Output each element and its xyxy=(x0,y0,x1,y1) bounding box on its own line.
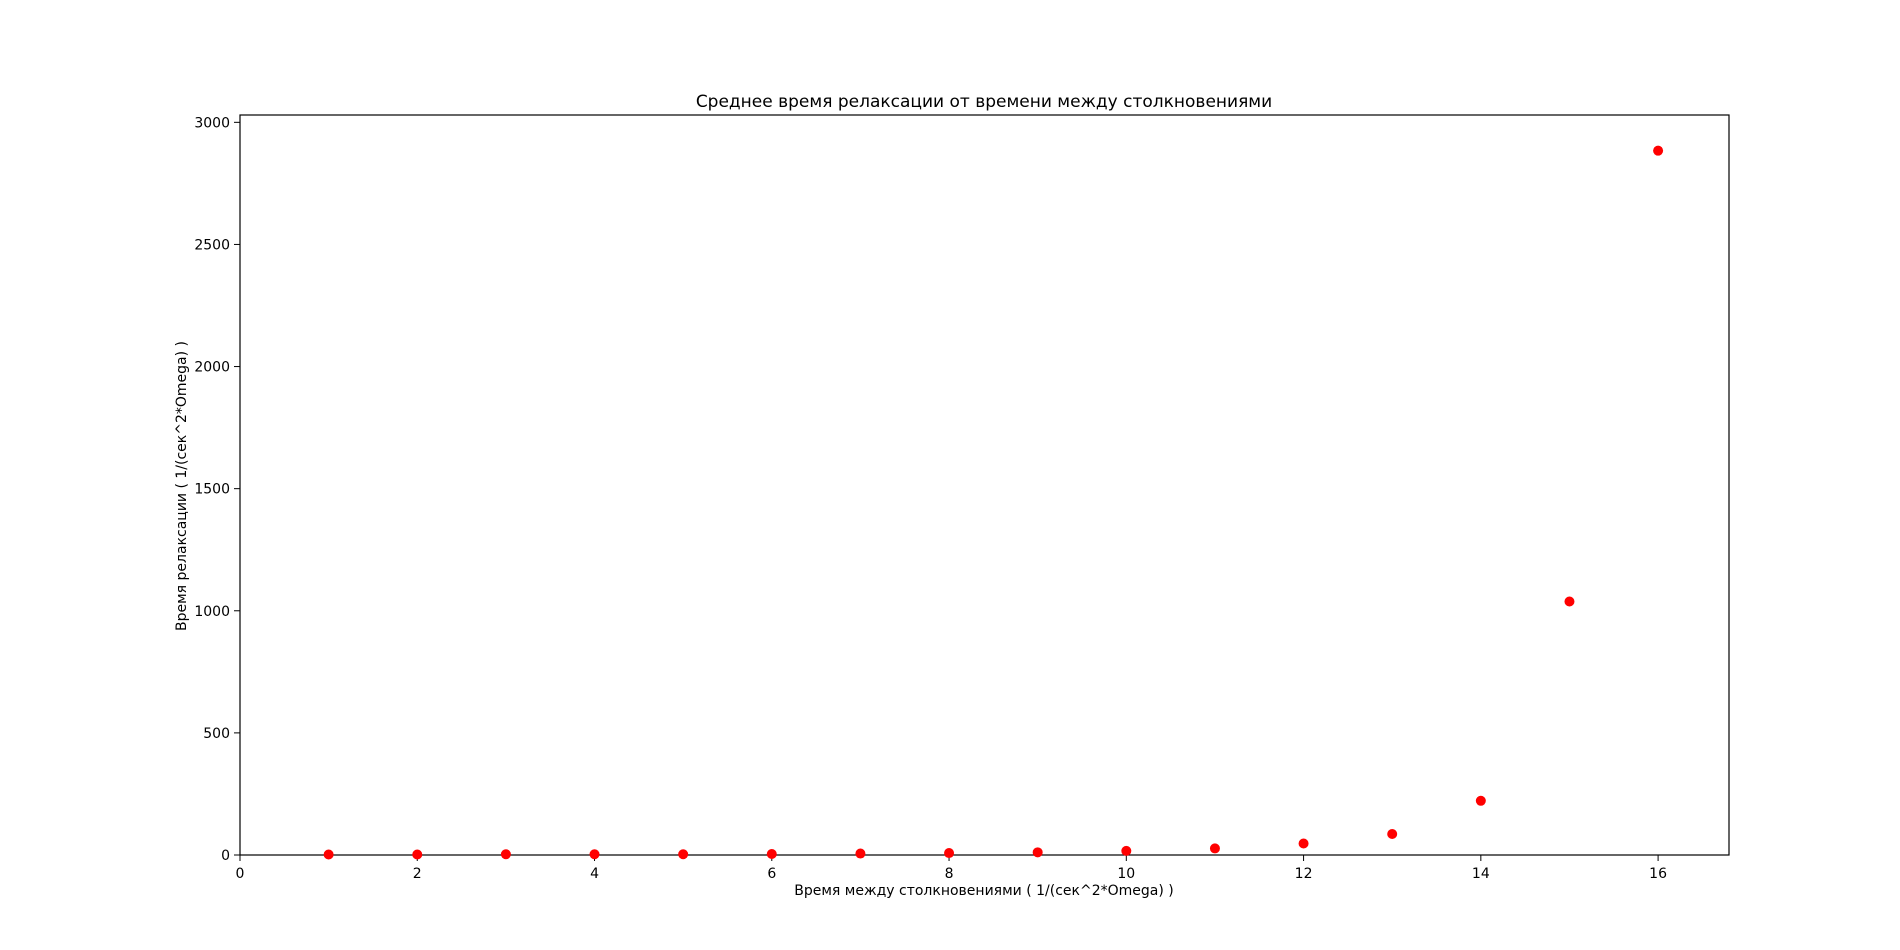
y-tick-label: 0 xyxy=(221,848,230,864)
y-axis: 0 500 1000 1500 2000 2500 3000 xyxy=(194,115,240,864)
y-axis-label: Время релаксации ( 1/(сек^2*Omega) ) xyxy=(174,341,190,631)
data-point xyxy=(500,849,511,860)
y-tick-label: 2000 xyxy=(194,360,230,376)
x-tick-label: 16 xyxy=(1649,866,1667,882)
plot-frame xyxy=(239,114,1730,856)
data-point xyxy=(678,849,689,860)
data-point xyxy=(855,848,866,859)
data-point xyxy=(766,849,777,860)
data-point xyxy=(1475,795,1486,806)
y-tick-label: 1500 xyxy=(194,482,230,498)
x-tick-label: 0 xyxy=(236,866,245,882)
x-tick-label: 8 xyxy=(945,866,954,882)
x-tick-label: 12 xyxy=(1295,866,1313,882)
data-point xyxy=(1564,596,1575,607)
data-points xyxy=(323,145,1664,860)
x-tick-label: 14 xyxy=(1472,866,1490,882)
chart-title: Среднее время релаксации от времени межд… xyxy=(696,92,1272,112)
data-point xyxy=(1387,828,1398,839)
plot-area xyxy=(239,114,1730,856)
data-point xyxy=(589,849,600,860)
x-tick-label: 6 xyxy=(767,866,776,882)
data-point xyxy=(944,848,955,859)
x-tick-label: 4 xyxy=(590,866,599,882)
x-tick-label: 10 xyxy=(1117,866,1135,882)
y-tick-label: 3000 xyxy=(194,115,230,131)
data-point xyxy=(1298,838,1309,849)
data-point xyxy=(1653,145,1664,156)
y-tick-label: 2500 xyxy=(194,237,230,253)
data-point xyxy=(1032,847,1043,858)
x-axis-label: Время между столкновениями ( 1/(сек^2*Om… xyxy=(794,883,1173,899)
data-point xyxy=(1209,843,1220,854)
x-axis: 0 2 4 6 8 10 12 14 16 xyxy=(236,855,1667,882)
data-point xyxy=(412,849,423,860)
x-tick-label: 2 xyxy=(413,866,422,882)
y-tick-label: 500 xyxy=(203,726,230,742)
y-tick-label: 1000 xyxy=(194,604,230,620)
data-point xyxy=(1121,845,1132,856)
data-point xyxy=(323,849,334,860)
